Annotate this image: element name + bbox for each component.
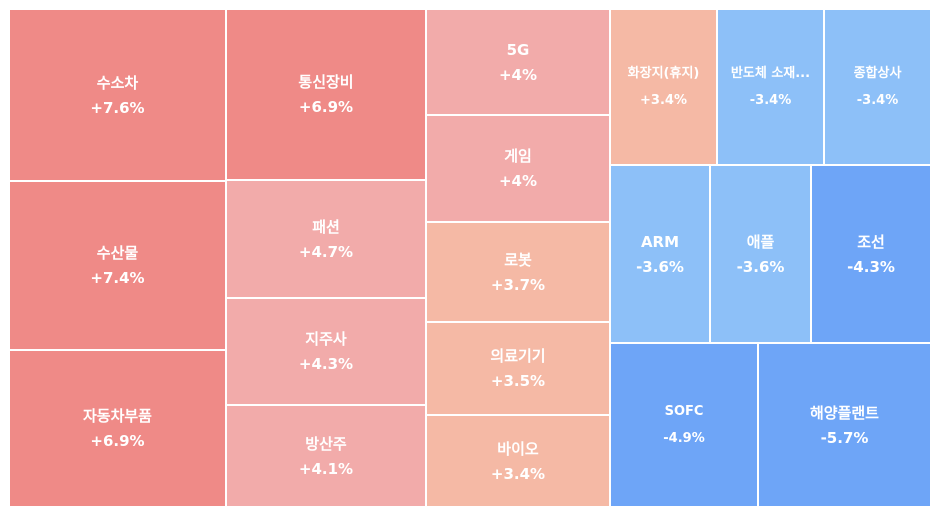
tile-change: -3.6% [736,257,785,276]
tile-name: 의료기기 [490,347,546,365]
tile-change: -3.4% [749,92,792,108]
tile-change: +3.4% [640,92,687,108]
tile-name: ARM [640,232,680,251]
tile-change: +3.4% [490,464,546,483]
tile-name: 조선 [857,232,885,251]
tile-change: +4.1% [298,459,354,478]
tile-change: -4.9% [663,430,705,446]
tile-change: +3.5% [490,372,546,390]
tile-change: -3.6% [636,257,684,276]
tile-name: 자동차부품 [82,407,152,425]
treemap-tile[interactable]: 수산물 +7.4% [10,182,225,349]
tile-name: 로봇 [504,250,532,269]
tile-name: 종합상사 [853,65,902,81]
treemap-tile[interactable]: 지주사 +4.3% [227,299,425,404]
tile-change: -5.7% [820,428,869,447]
tile-name: 반도체 소재... [730,65,811,81]
tile-name: 방산주 [305,434,347,453]
tile-change: +4% [498,172,538,190]
treemap-tile[interactable]: 5G +4% [427,10,609,114]
tile-name: 지주사 [305,330,347,348]
treemap-tile[interactable]: 자동차부품 +6.9% [10,351,225,506]
tile-name: 해양플랜트 [809,403,879,422]
treemap-tile[interactable]: SOFC -4.9% [611,344,757,506]
tile-name: 패션 [312,217,340,236]
treemap-tile[interactable]: 게임 +4% [427,116,609,221]
treemap-tile[interactable]: 조선 -4.3% [812,166,930,342]
treemap-tile[interactable]: 수소차 +7.6% [10,10,225,180]
treemap-tile[interactable]: ARM -3.6% [611,166,709,342]
treemap-tile[interactable]: 반도체 소재... -3.4% [718,10,823,164]
tile-change: +7.6% [90,98,145,117]
tile-change: -3.4% [856,92,899,108]
treemap-tile[interactable]: 종합상사 -3.4% [825,10,930,164]
treemap-tile[interactable]: 화장지(휴지) +3.4% [611,10,716,164]
tile-change: +6.9% [298,98,354,116]
treemap-tile[interactable]: 의료기기 +3.5% [427,323,609,414]
tile-name: 수산물 [96,244,139,262]
tile-name: SOFC [664,403,704,419]
tile-change: +4% [498,65,538,84]
treemap-tile[interactable]: 바이오 +3.4% [427,416,609,506]
tile-name: 게임 [504,147,532,165]
tile-change: +3.7% [490,275,546,294]
treemap-tile[interactable]: 로봇 +3.7% [427,223,609,321]
tile-change: -4.3% [847,257,895,276]
treemap-tile[interactable]: 애플 -3.6% [711,166,810,342]
tile-change: +6.9% [90,432,145,450]
treemap-tile[interactable]: 패션 +4.7% [227,181,425,297]
tile-name: 화장지(휴지) [627,65,700,81]
treemap-tile[interactable]: 방산주 +4.1% [227,406,425,506]
tile-name: 애플 [746,232,775,251]
tile-change: +4.3% [298,355,354,373]
tile-name: 5G [506,40,530,59]
tile-name: 통신장비 [298,73,354,91]
treemap-tile[interactable]: 해양플랜트 -5.7% [759,344,930,506]
tile-name: 바이오 [497,439,539,458]
tile-name: 수소차 [96,73,139,92]
treemap-tile[interactable]: 통신장비 +6.9% [227,10,425,179]
tile-change: +4.7% [298,242,354,261]
tile-change: +7.4% [90,269,145,287]
